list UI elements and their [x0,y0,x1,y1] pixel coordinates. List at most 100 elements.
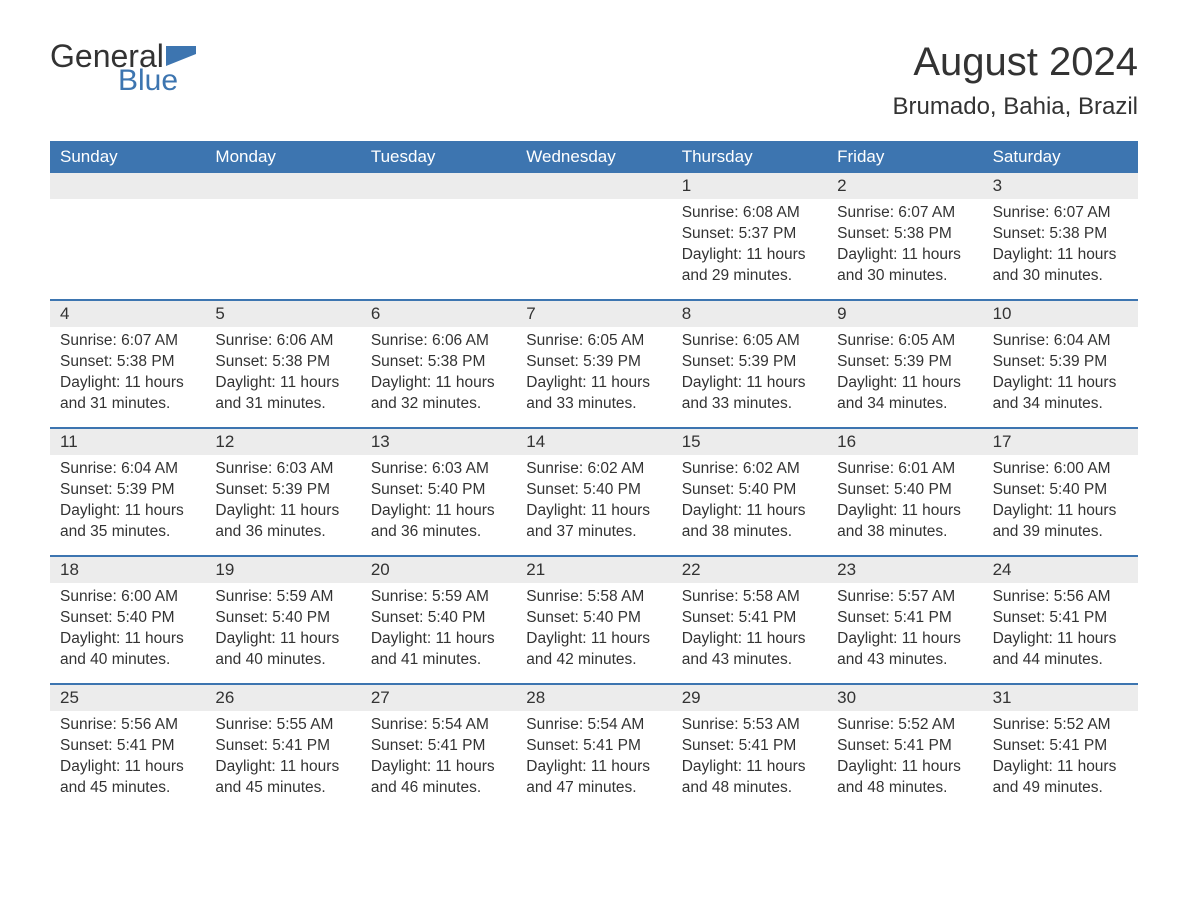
daylight-text: Daylight: 11 hours and 40 minutes. [215,629,350,671]
day-number: 4 [50,301,205,327]
day-body: Sunrise: 5:52 AMSunset: 5:41 PMDaylight:… [827,711,982,807]
sunset-text: Sunset: 5:41 PM [526,736,661,757]
sunset-text: Sunset: 5:38 PM [371,352,506,373]
day-body: Sunrise: 6:07 AMSunset: 5:38 PMDaylight:… [983,199,1138,295]
sunrise-text: Sunrise: 5:58 AM [526,587,661,608]
day-body: Sunrise: 6:01 AMSunset: 5:40 PMDaylight:… [827,455,982,551]
page-header: General Blue August 2024 Brumado, Bahia,… [50,40,1138,121]
sunset-text: Sunset: 5:37 PM [682,224,817,245]
day-body: Sunrise: 5:52 AMSunset: 5:41 PMDaylight:… [983,711,1138,807]
day-number: 14 [516,429,671,455]
day-number [516,173,671,199]
calendar-day-cell: 3Sunrise: 6:07 AMSunset: 5:38 PMDaylight… [983,173,1138,299]
calendar-day-cell: 18Sunrise: 6:00 AMSunset: 5:40 PMDayligh… [50,557,205,683]
calendar-day-cell: 9Sunrise: 6:05 AMSunset: 5:39 PMDaylight… [827,301,982,427]
sunrise-text: Sunrise: 5:59 AM [371,587,506,608]
daylight-text: Daylight: 11 hours and 36 minutes. [371,501,506,543]
daylight-text: Daylight: 11 hours and 45 minutes. [60,757,195,799]
sunset-text: Sunset: 5:40 PM [526,480,661,501]
day-number: 8 [672,301,827,327]
calendar-day-cell: 22Sunrise: 5:58 AMSunset: 5:41 PMDayligh… [672,557,827,683]
sunrise-text: Sunrise: 6:05 AM [526,331,661,352]
daylight-text: Daylight: 11 hours and 30 minutes. [993,245,1128,287]
daylight-text: Daylight: 11 hours and 36 minutes. [215,501,350,543]
day-number: 9 [827,301,982,327]
daylight-text: Daylight: 11 hours and 42 minutes. [526,629,661,671]
day-body: Sunrise: 6:03 AMSunset: 5:39 PMDaylight:… [205,455,360,551]
calendar-day-cell: 16Sunrise: 6:01 AMSunset: 5:40 PMDayligh… [827,429,982,555]
daylight-text: Daylight: 11 hours and 48 minutes. [682,757,817,799]
calendar-week: 11Sunrise: 6:04 AMSunset: 5:39 PMDayligh… [50,427,1138,555]
day-number [205,173,360,199]
sunset-text: Sunset: 5:39 PM [993,352,1128,373]
daylight-text: Daylight: 11 hours and 31 minutes. [60,373,195,415]
day-body: Sunrise: 5:56 AMSunset: 5:41 PMDaylight:… [50,711,205,807]
day-number: 5 [205,301,360,327]
calendar-day-cell: 20Sunrise: 5:59 AMSunset: 5:40 PMDayligh… [361,557,516,683]
title-block: August 2024 Brumado, Bahia, Brazil [893,40,1138,121]
calendar-day-cell: 31Sunrise: 5:52 AMSunset: 5:41 PMDayligh… [983,685,1138,811]
sunrise-text: Sunrise: 5:52 AM [993,715,1128,736]
day-number: 1 [672,173,827,199]
calendar-day-cell: 15Sunrise: 6:02 AMSunset: 5:40 PMDayligh… [672,429,827,555]
day-body: Sunrise: 6:05 AMSunset: 5:39 PMDaylight:… [672,327,827,423]
calendar-day-cell: 11Sunrise: 6:04 AMSunset: 5:39 PMDayligh… [50,429,205,555]
calendar-day-cell: 10Sunrise: 6:04 AMSunset: 5:39 PMDayligh… [983,301,1138,427]
day-number: 6 [361,301,516,327]
day-body: Sunrise: 6:02 AMSunset: 5:40 PMDaylight:… [672,455,827,551]
sunrise-text: Sunrise: 6:04 AM [60,459,195,480]
month-title: August 2024 [893,40,1138,85]
sunset-text: Sunset: 5:41 PM [837,608,972,629]
day-body: Sunrise: 6:04 AMSunset: 5:39 PMDaylight:… [50,455,205,551]
daylight-text: Daylight: 11 hours and 32 minutes. [371,373,506,415]
day-number: 24 [983,557,1138,583]
sunset-text: Sunset: 5:40 PM [837,480,972,501]
day-body: Sunrise: 5:56 AMSunset: 5:41 PMDaylight:… [983,583,1138,679]
calendar-day-cell: 26Sunrise: 5:55 AMSunset: 5:41 PMDayligh… [205,685,360,811]
day-number: 19 [205,557,360,583]
day-number: 30 [827,685,982,711]
logo: General Blue [50,40,196,96]
day-body: Sunrise: 5:58 AMSunset: 5:41 PMDaylight:… [672,583,827,679]
sunrise-text: Sunrise: 6:07 AM [60,331,195,352]
day-header-cell: Saturday [983,141,1138,173]
sunrise-text: Sunrise: 6:03 AM [371,459,506,480]
day-body: Sunrise: 6:00 AMSunset: 5:40 PMDaylight:… [50,583,205,679]
day-number: 22 [672,557,827,583]
calendar-day-cell: 2Sunrise: 6:07 AMSunset: 5:38 PMDaylight… [827,173,982,299]
day-number: 13 [361,429,516,455]
day-number: 17 [983,429,1138,455]
day-body: Sunrise: 6:06 AMSunset: 5:38 PMDaylight:… [361,327,516,423]
day-number: 11 [50,429,205,455]
calendar-day-cell: 23 Sunrise: 5:57 AMSunset: 5:41 PMDayligh… [827,557,982,683]
day-number: 18 [50,557,205,583]
day-number: 23 [827,557,982,583]
calendar-day-cell: 17Sunrise: 6:00 AMSunset: 5:40 PMDayligh… [983,429,1138,555]
day-header-cell: Tuesday [361,141,516,173]
daylight-text: Daylight: 11 hours and 35 minutes. [60,501,195,543]
day-body: Sunrise: 5:53 AMSunset: 5:41 PMDaylight:… [672,711,827,807]
sunrise-text: Sunrise: 6:05 AM [837,331,972,352]
day-body: Sunrise: 6:00 AMSunset: 5:40 PMDaylight:… [983,455,1138,551]
calendar-day-cell: 4Sunrise: 6:07 AMSunset: 5:38 PMDaylight… [50,301,205,427]
daylight-text: Daylight: 11 hours and 41 minutes. [371,629,506,671]
day-number: 25 [50,685,205,711]
daylight-text: Daylight: 11 hours and 48 minutes. [837,757,972,799]
sunrise-text: Sunrise: 5:57 AM [837,587,972,608]
daylight-text: Daylight: 11 hours and 37 minutes. [526,501,661,543]
daylight-text: Daylight: 11 hours and 34 minutes. [837,373,972,415]
day-number: 29 [672,685,827,711]
daylight-text: Daylight: 11 hours and 39 minutes. [993,501,1128,543]
day-body: Sunrise: 5:59 AMSunset: 5:40 PMDaylight:… [205,583,360,679]
sunrise-text: Sunrise: 6:06 AM [371,331,506,352]
day-header-cell: Wednesday [516,141,671,173]
day-number: 16 [827,429,982,455]
sunset-text: Sunset: 5:40 PM [215,608,350,629]
sunset-text: Sunset: 5:41 PM [215,736,350,757]
day-number: 26 [205,685,360,711]
day-body: Sunrise: 5:54 AMSunset: 5:41 PMDaylight:… [516,711,671,807]
daylight-text: Daylight: 11 hours and 46 minutes. [371,757,506,799]
day-body: Sunrise: 5:54 AMSunset: 5:41 PMDaylight:… [361,711,516,807]
location-label: Brumado, Bahia, Brazil [893,93,1138,121]
daylight-text: Daylight: 11 hours and 43 minutes. [837,629,972,671]
